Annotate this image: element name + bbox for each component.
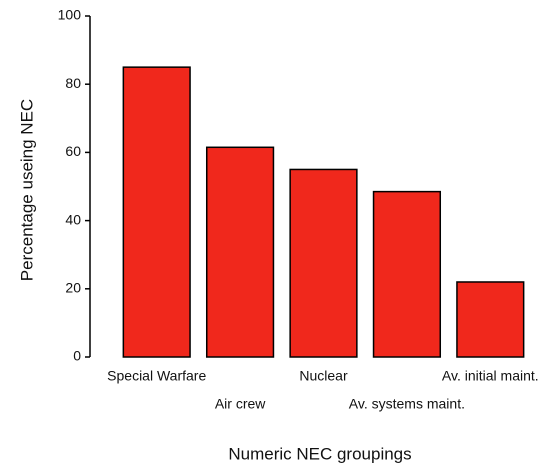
x-tick-label: Nuclear	[299, 368, 348, 384]
x-axis-title: Numeric NEC groupings	[228, 444, 411, 463]
x-tick-label: Av. systems maint.	[349, 396, 465, 412]
x-tick-label: Air crew	[215, 396, 266, 412]
bar	[122, 66, 191, 358]
y-tick-label: 40	[65, 211, 81, 227]
y-tick-label: 100	[58, 7, 82, 23]
x-tick-label: Special Warfare	[107, 368, 206, 384]
y-tick-label: 60	[65, 143, 81, 159]
x-tick-label: Av. initial maint.	[442, 368, 539, 384]
y-axis-title: Percentage useing NEC	[17, 99, 36, 281]
bar	[289, 168, 358, 358]
y-tick-label: 20	[65, 280, 81, 296]
y-tick-label: 80	[65, 75, 81, 91]
bar	[456, 281, 525, 358]
bar	[372, 190, 442, 358]
bar	[205, 146, 275, 358]
y-tick-label: 0	[73, 348, 81, 364]
